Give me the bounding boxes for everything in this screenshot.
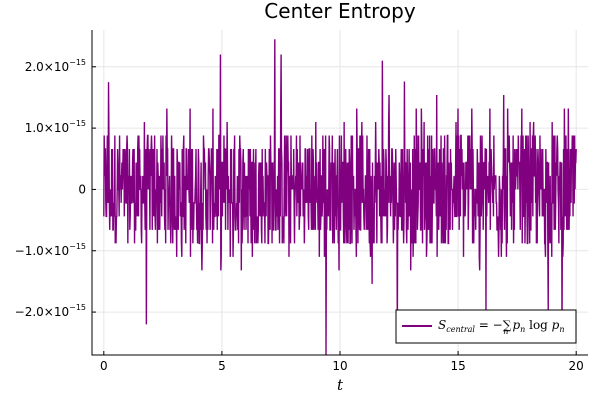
x-tick-label: 5	[218, 359, 226, 373]
y-tick-label: 0	[78, 182, 86, 196]
y-axis-ticks: −2.0×10−15 −1.0×10−15 0 1.0×10−15 2.0×10−15	[15, 58, 96, 319]
y-tick-label: −1.0×10−15	[15, 242, 86, 258]
axis-frame	[91, 30, 588, 356]
x-tick-label: 10	[332, 359, 347, 373]
grid-lines	[92, 30, 588, 355]
y-tick-label: 2.0×10−15	[25, 58, 86, 74]
x-tick-label: 0	[100, 359, 108, 373]
y-tick-label: 1.0×10−15	[25, 119, 86, 135]
x-axis-ticks: 0 5 10 15 20	[100, 351, 584, 373]
x-tick-label: 20	[569, 359, 584, 373]
y-tick-label: −2.0×10−15	[15, 303, 86, 319]
legend: Scentral = −∑n pn log pn	[395, 309, 577, 344]
series-layer	[103, 39, 577, 356]
entropy-series-line	[103, 39, 577, 356]
x-tick-label: 15	[450, 359, 465, 373]
x-axis-label: t	[337, 376, 344, 394]
legend-label: Scentral = −∑n pn log pn	[438, 318, 565, 336]
chart-title: Center Entropy	[264, 0, 416, 23]
